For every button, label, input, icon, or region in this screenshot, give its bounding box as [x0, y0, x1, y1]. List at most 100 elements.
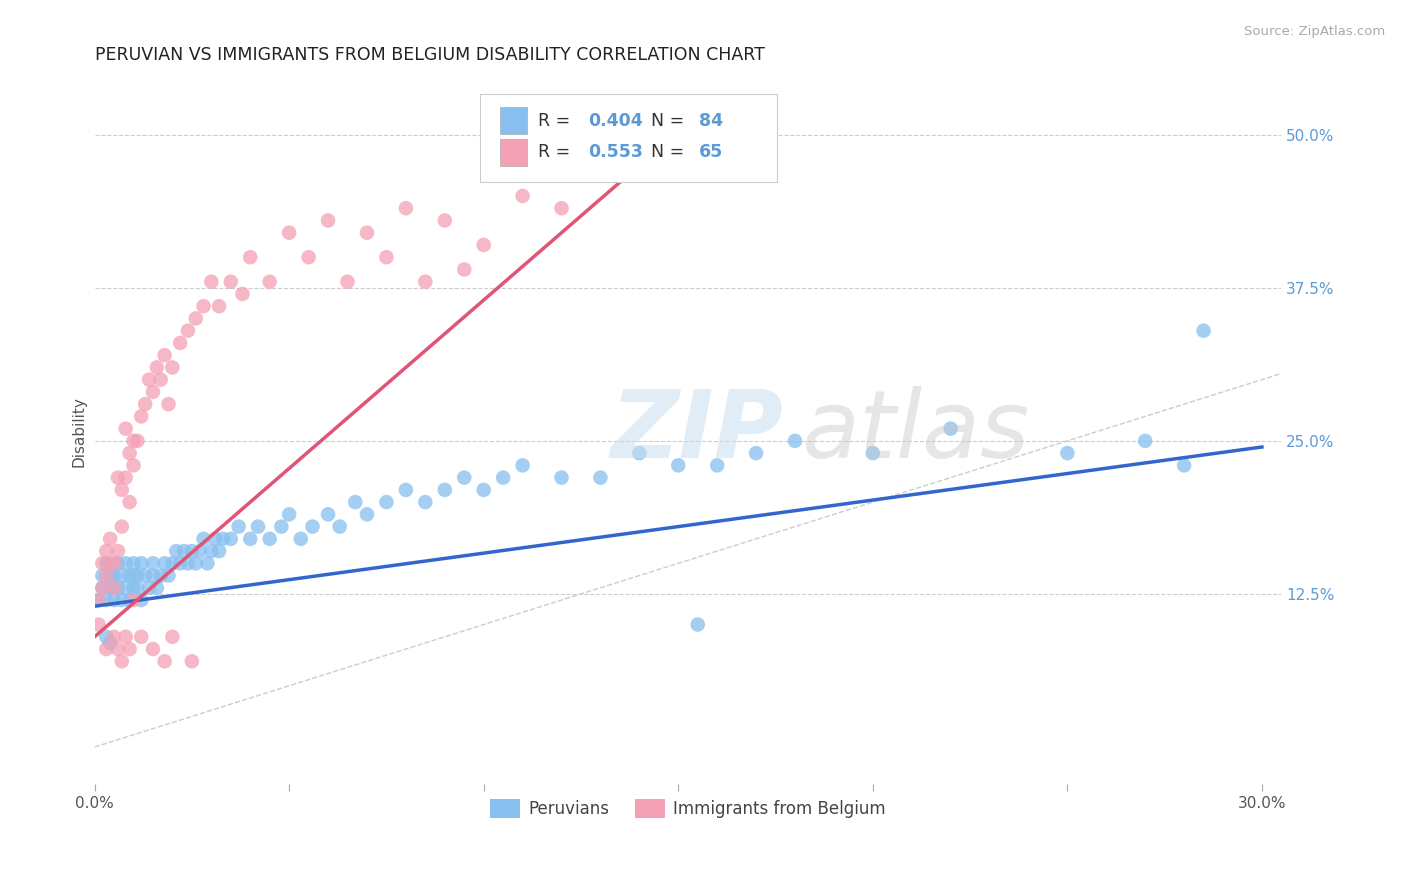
Point: [1056, 446, 1078, 460]
Point: [453, 470, 475, 484]
Point: [114, 470, 136, 484]
Text: N =: N =: [651, 112, 690, 129]
Point: [686, 617, 709, 632]
Point: [512, 458, 534, 473]
Point: [149, 568, 172, 582]
Point: [375, 250, 398, 264]
Point: [91, 568, 114, 582]
Point: [98, 581, 121, 595]
Point: [103, 581, 125, 595]
Point: [472, 483, 495, 497]
Point: [114, 422, 136, 436]
Point: [134, 568, 156, 582]
Point: [165, 544, 187, 558]
Point: [188, 544, 211, 558]
Point: [162, 557, 184, 571]
Point: [193, 299, 215, 313]
Point: [91, 557, 114, 571]
Point: [270, 519, 292, 533]
Point: [129, 409, 152, 424]
Point: [301, 519, 323, 533]
Point: [103, 568, 125, 582]
Point: [939, 422, 962, 436]
Point: [180, 544, 202, 558]
Point: [114, 630, 136, 644]
Point: [98, 636, 121, 650]
Text: R =: R =: [538, 112, 576, 129]
Point: [173, 544, 195, 558]
Point: [107, 557, 129, 571]
Text: ZIP: ZIP: [610, 385, 783, 478]
Point: [118, 446, 141, 460]
Point: [239, 532, 262, 546]
Point: [96, 557, 118, 571]
Point: [118, 642, 141, 657]
Point: [96, 630, 118, 644]
Point: [204, 532, 226, 546]
Point: [153, 348, 176, 362]
Point: [149, 373, 172, 387]
Point: [87, 593, 110, 607]
Point: [1173, 458, 1195, 473]
Point: [344, 495, 367, 509]
Point: [103, 630, 125, 644]
Point: [297, 250, 319, 264]
Point: [153, 654, 176, 668]
Point: [91, 581, 114, 595]
Point: [197, 557, 219, 571]
Point: [127, 568, 149, 582]
Point: [200, 544, 222, 558]
Point: [114, 557, 136, 571]
Point: [550, 470, 572, 484]
Point: [153, 557, 176, 571]
Point: [231, 287, 253, 301]
Point: [666, 458, 689, 473]
Point: [259, 532, 281, 546]
Point: [146, 581, 169, 595]
Point: [118, 568, 141, 582]
Point: [219, 532, 242, 546]
Point: [706, 458, 728, 473]
Point: [96, 568, 118, 582]
Point: [118, 495, 141, 509]
Point: [550, 201, 572, 215]
Point: [433, 213, 456, 227]
Bar: [501, 139, 527, 166]
Point: [169, 557, 191, 571]
Point: [278, 226, 301, 240]
Point: [142, 557, 165, 571]
Point: [278, 508, 301, 522]
Point: [162, 360, 184, 375]
Point: [169, 335, 191, 350]
Point: [122, 458, 145, 473]
Point: [98, 568, 121, 582]
Point: [103, 557, 125, 571]
Point: [356, 226, 378, 240]
Point: [395, 483, 418, 497]
Point: [103, 581, 125, 595]
Point: [247, 519, 270, 533]
Point: [111, 519, 134, 533]
Text: Source: ZipAtlas.com: Source: ZipAtlas.com: [1244, 25, 1385, 38]
Point: [316, 213, 339, 227]
Text: PERUVIAN VS IMMIGRANTS FROM BELGIUM DISABILITY CORRELATION CHART: PERUVIAN VS IMMIGRANTS FROM BELGIUM DISA…: [94, 46, 765, 64]
Point: [316, 508, 339, 522]
Point: [129, 630, 152, 644]
Text: atlas: atlas: [801, 386, 1029, 477]
Point: [107, 642, 129, 657]
Point: [356, 508, 378, 522]
Point: [111, 568, 134, 582]
Y-axis label: Disability: Disability: [72, 396, 86, 467]
Point: [122, 581, 145, 595]
Point: [98, 532, 121, 546]
Point: [259, 275, 281, 289]
Point: [208, 299, 231, 313]
Point: [329, 519, 352, 533]
Point: [336, 275, 359, 289]
Point: [492, 470, 515, 484]
Point: [415, 495, 437, 509]
Point: [628, 446, 651, 460]
Point: [107, 544, 129, 558]
Point: [228, 519, 250, 533]
Point: [129, 557, 152, 571]
